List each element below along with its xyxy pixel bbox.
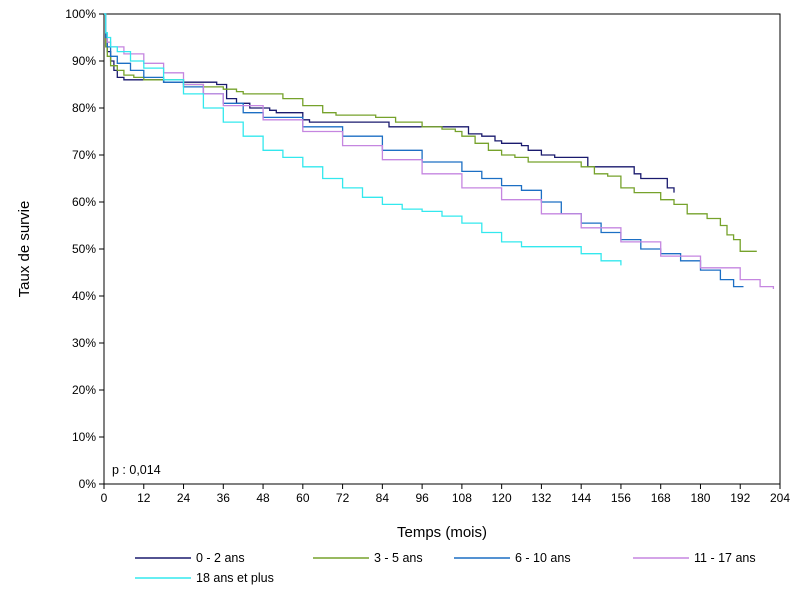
x-tick-label: 168 — [651, 491, 671, 505]
y-tick-label: 40% — [72, 289, 96, 303]
x-tick-label: 84 — [376, 491, 390, 505]
x-tick-label: 96 — [415, 491, 429, 505]
legend-label: 6 - 10 ans — [515, 551, 571, 565]
x-tick-label: 108 — [452, 491, 472, 505]
series-lines — [104, 13, 775, 289]
y-tick-label: 90% — [72, 54, 96, 68]
x-tick-label: 36 — [217, 491, 231, 505]
p-value-annotation: p : 0,014 — [112, 463, 161, 477]
y-tick-label: 30% — [72, 336, 96, 350]
x-tick-label: 24 — [177, 491, 191, 505]
x-tick-label: 204 — [770, 491, 790, 505]
y-axis-title: Taux de survie — [16, 201, 33, 298]
y-tick-label: 60% — [72, 195, 96, 209]
x-tick-label: 192 — [730, 491, 750, 505]
y-tick-label: 50% — [72, 242, 96, 256]
series-line-3 — [104, 13, 744, 288]
x-tick-label: 132 — [531, 491, 551, 505]
y-tick-label: 0% — [79, 477, 97, 491]
plot-area — [103, 13, 781, 485]
legend-label: 11 - 17 ans — [694, 551, 756, 565]
y-tick-label: 100% — [65, 7, 96, 21]
legend-label: 0 - 2 ans — [196, 551, 245, 565]
y-tick-label: 70% — [72, 148, 96, 162]
legend: 0 - 2 ans 3 - 5 ans 6 - 10 ans 11 - 17 ans 1… — [135, 551, 756, 585]
y-tick-label: 80% — [72, 101, 96, 115]
legend-label: 3 - 5 ans — [374, 551, 423, 565]
x-axis: 0 12 24 36 48 60 72 84 96 108 120 132 144 156 168 180 19… — [101, 484, 790, 505]
x-tick-label: 60 — [296, 491, 310, 505]
series-line-2 — [104, 13, 757, 252]
series-line-1 — [104, 13, 675, 193]
legend-label: 18 ans et plus — [196, 571, 274, 585]
series-line-5 — [104, 13, 622, 266]
y-tick-label: 20% — [72, 383, 96, 397]
x-axis-title: Temps (mois) — [397, 524, 487, 541]
x-tick-label: 72 — [336, 491, 350, 505]
x-tick-label: 180 — [690, 491, 710, 505]
series-line-4 — [104, 13, 775, 289]
x-tick-label: 0 — [101, 491, 108, 505]
y-axis: 0% 10% 20% 30% 40% 50% 60% 70% 80% 90% 100% — [65, 7, 104, 491]
y-tick-label: 10% — [72, 430, 96, 444]
x-tick-label: 144 — [571, 491, 591, 505]
x-tick-label: 12 — [137, 491, 151, 505]
x-tick-label: 156 — [611, 491, 631, 505]
x-tick-label: 48 — [256, 491, 270, 505]
x-tick-label: 120 — [492, 491, 512, 505]
